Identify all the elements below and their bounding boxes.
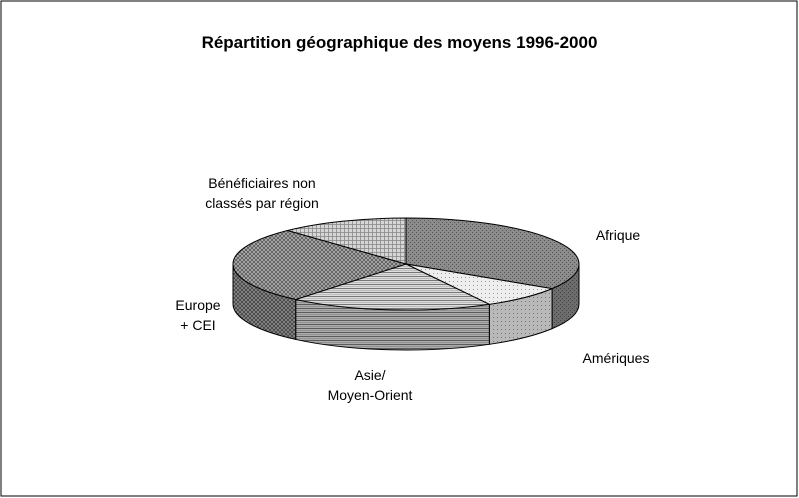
- slice-side-shade: [233, 264, 296, 340]
- slice-label: Amériques: [582, 350, 650, 366]
- slice-side-shade: [489, 288, 553, 345]
- slice-label: Asie/ Moyen-Orient: [327, 367, 413, 403]
- slice: [293, 263, 492, 311]
- slice: [285, 217, 407, 265]
- chart-title: Répartition géographique des moyens 1996…: [201, 33, 598, 52]
- slice-side-shade: [552, 264, 579, 329]
- slice-label: Bénéficiaires non classés par région: [205, 175, 319, 211]
- slice: [232, 229, 408, 300]
- slice-label: Europe + CEI: [175, 297, 221, 333]
- slice-side-shade: [295, 299, 490, 351]
- slice-label: Afrique: [595, 227, 641, 243]
